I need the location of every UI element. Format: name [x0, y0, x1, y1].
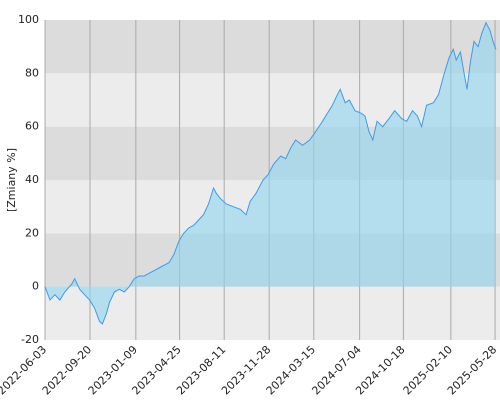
grid-band [45, 286, 500, 340]
y-tick-label: 60 [25, 120, 39, 133]
y-tick-label: 40 [25, 173, 39, 186]
y-tick-label: -20 [21, 333, 39, 346]
y-axis-label: [Zmiany %] [5, 148, 18, 212]
line [44, 21, 497, 325]
y-tick-label: 80 [25, 66, 39, 79]
y-tick-label: 100 [18, 13, 39, 26]
y-tick-label: 20 [25, 226, 39, 239]
y-tick-label: 0 [32, 280, 39, 293]
area [45, 22, 496, 324]
grid-band [45, 20, 500, 74]
